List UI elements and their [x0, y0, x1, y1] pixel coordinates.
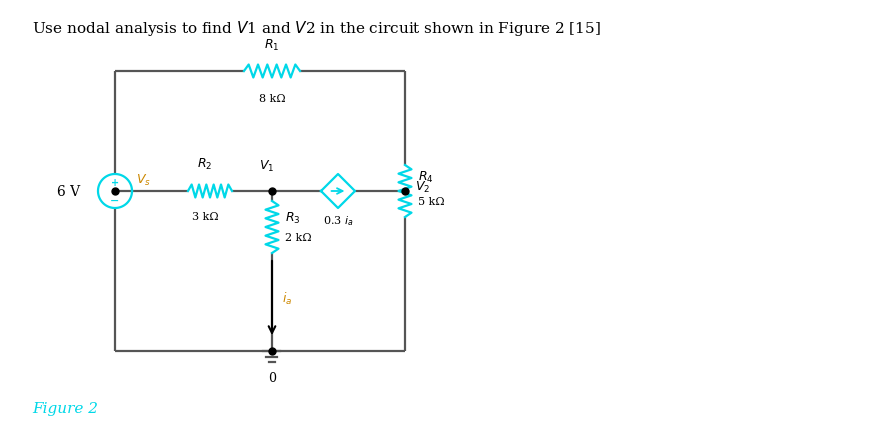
Text: +: +	[111, 178, 119, 188]
Text: 3 kΩ: 3 kΩ	[192, 211, 219, 222]
Text: 5 kΩ: 5 kΩ	[418, 196, 444, 207]
Text: 0.3 $i_a$: 0.3 $i_a$	[323, 213, 353, 227]
Text: Use nodal analysis to find $V$1 and $V$2 in the circuit shown in Figure 2 [15]: Use nodal analysis to find $V$1 and $V$2…	[32, 20, 601, 38]
Text: $R_3$: $R_3$	[285, 210, 300, 225]
Text: 2 kΩ: 2 kΩ	[285, 233, 312, 242]
Text: 0: 0	[268, 371, 276, 384]
Text: $V_s$: $V_s$	[136, 172, 151, 187]
Text: Figure 2: Figure 2	[32, 401, 98, 415]
Text: 6 V: 6 V	[57, 184, 80, 199]
Text: $R_4$: $R_4$	[418, 169, 434, 184]
Text: $V_1$: $V_1$	[260, 158, 275, 173]
Text: $R_2$: $R_2$	[197, 156, 212, 172]
Text: $V_2$: $V_2$	[415, 179, 430, 194]
Text: −: −	[110, 195, 120, 205]
Text: $i_a$: $i_a$	[282, 290, 292, 306]
Text: $R_1$: $R_1$	[264, 38, 280, 53]
Text: 8 kΩ: 8 kΩ	[259, 94, 285, 104]
